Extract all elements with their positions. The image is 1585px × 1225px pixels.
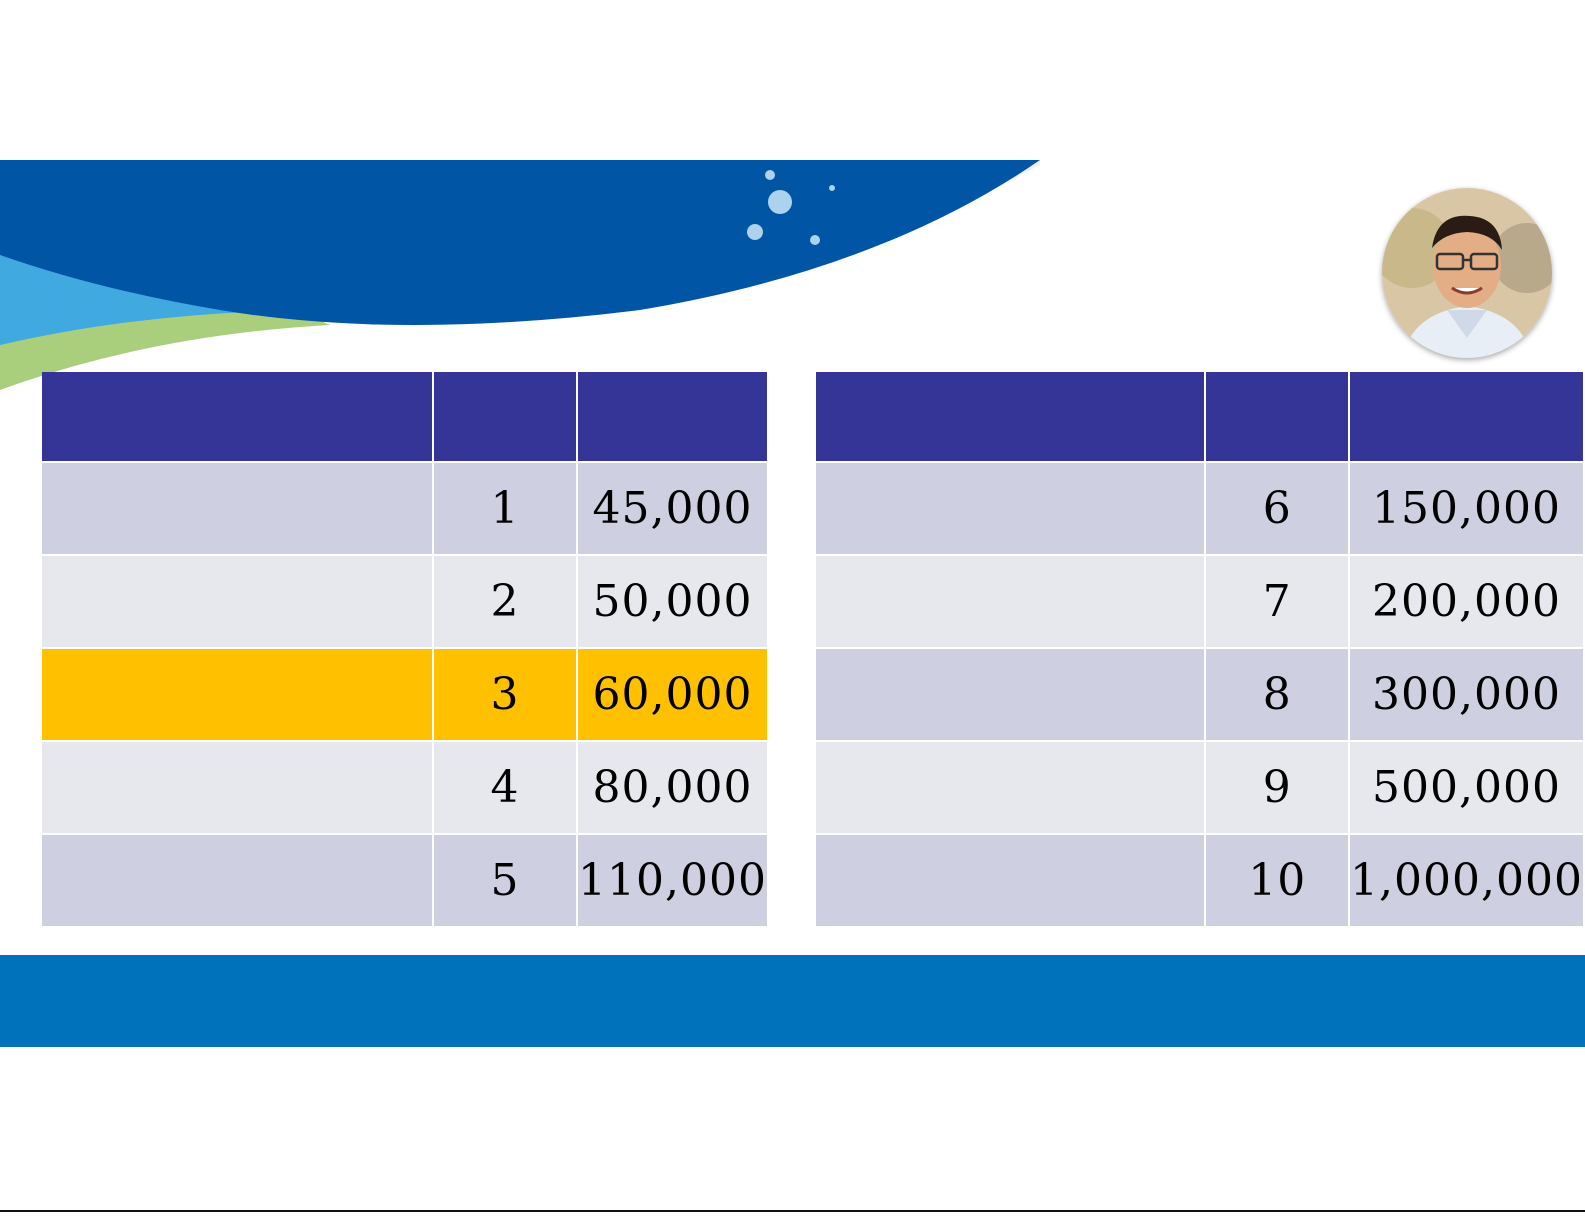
header-wave-banner (0, 160, 1040, 390)
amount-cell: 300,000 (1350, 649, 1583, 740)
person-portrait-icon (1382, 188, 1552, 358)
table-header-row (816, 372, 1583, 461)
footer-band (0, 955, 1585, 1047)
highlighted-table-row: 3 60,000 (42, 649, 767, 740)
level-cell: 1 (434, 463, 576, 554)
level-cell: 4 (434, 742, 576, 833)
amount-cell: 50,000 (578, 556, 767, 647)
table-row: 7 200,000 (816, 556, 1583, 647)
amount-cell: 200,000 (1350, 556, 1583, 647)
header-cell (42, 372, 432, 461)
level-cell: 8 (1206, 649, 1349, 740)
label-cell (816, 742, 1205, 833)
level-cell: 3 (434, 649, 576, 740)
prize-table-left: 1 45,000 2 50,000 3 60,000 4 80,000 5 11… (40, 370, 769, 928)
header-cell (578, 372, 767, 461)
level-cell: 7 (1206, 556, 1349, 647)
header-cell (1350, 372, 1583, 461)
table-row: 4 80,000 (42, 742, 767, 833)
prize-table-right: 6 150,000 7 200,000 8 300,000 9 500,000 … (814, 370, 1585, 928)
table-row: 8 300,000 (816, 649, 1583, 740)
level-cell: 10 (1206, 835, 1349, 926)
amount-cell: 80,000 (578, 742, 767, 833)
header-cell (434, 372, 576, 461)
bottom-divider (0, 1210, 1585, 1212)
table-row: 6 150,000 (816, 463, 1583, 554)
level-cell: 9 (1206, 742, 1349, 833)
table-header-row (42, 372, 767, 461)
label-cell (42, 649, 432, 740)
amount-cell: 45,000 (578, 463, 767, 554)
water-drops-icon (747, 170, 835, 245)
amount-cell: 110,000 (578, 835, 767, 926)
table-row: 9 500,000 (816, 742, 1583, 833)
header-cell (816, 372, 1205, 461)
table-row: 1 45,000 (42, 463, 767, 554)
amount-cell: 1,000,000 (1350, 835, 1583, 926)
table-row: 2 50,000 (42, 556, 767, 647)
label-cell (42, 463, 432, 554)
amount-cell: 150,000 (1350, 463, 1583, 554)
label-cell (816, 835, 1205, 926)
amount-cell: 500,000 (1350, 742, 1583, 833)
label-cell (42, 742, 432, 833)
table-row: 5 110,000 (42, 835, 767, 926)
level-cell: 6 (1206, 463, 1349, 554)
label-cell (816, 649, 1205, 740)
amount-cell: 60,000 (578, 649, 767, 740)
label-cell (816, 556, 1205, 647)
label-cell (816, 463, 1205, 554)
level-cell: 2 (434, 556, 576, 647)
table-row: 10 1,000,000 (816, 835, 1583, 926)
label-cell (42, 835, 432, 926)
label-cell (42, 556, 432, 647)
level-cell: 5 (434, 835, 576, 926)
presenter-photo (1382, 188, 1552, 358)
header-cell (1206, 372, 1349, 461)
